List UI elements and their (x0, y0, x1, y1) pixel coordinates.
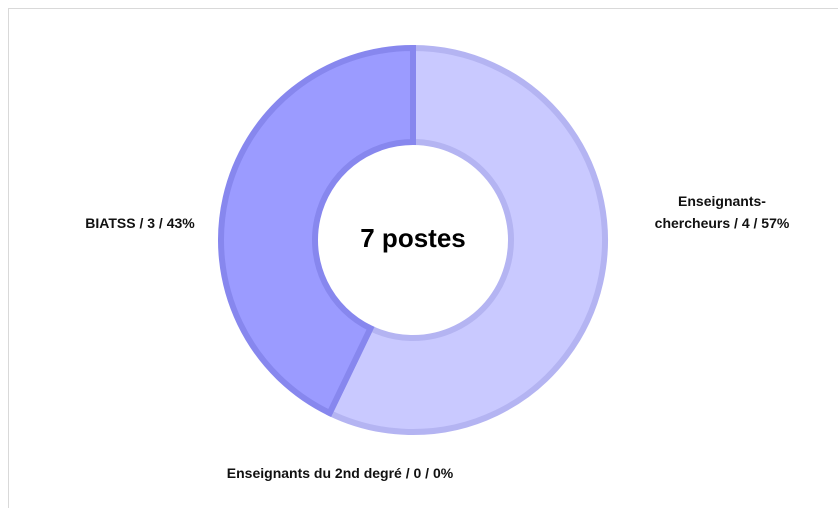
data-label: Enseignants du 2nd degré / 0 / 0% (226, 465, 454, 481)
donut-slice (325, 44, 608, 435)
chart-border (8, 8, 838, 508)
center-label: 7 postes (360, 223, 466, 253)
donut-slice (218, 44, 416, 417)
data-label: BIATSS / 3 / 43% (85, 215, 195, 231)
data-label: Enseignants-chercheurs / 4 / 57% (654, 193, 790, 231)
